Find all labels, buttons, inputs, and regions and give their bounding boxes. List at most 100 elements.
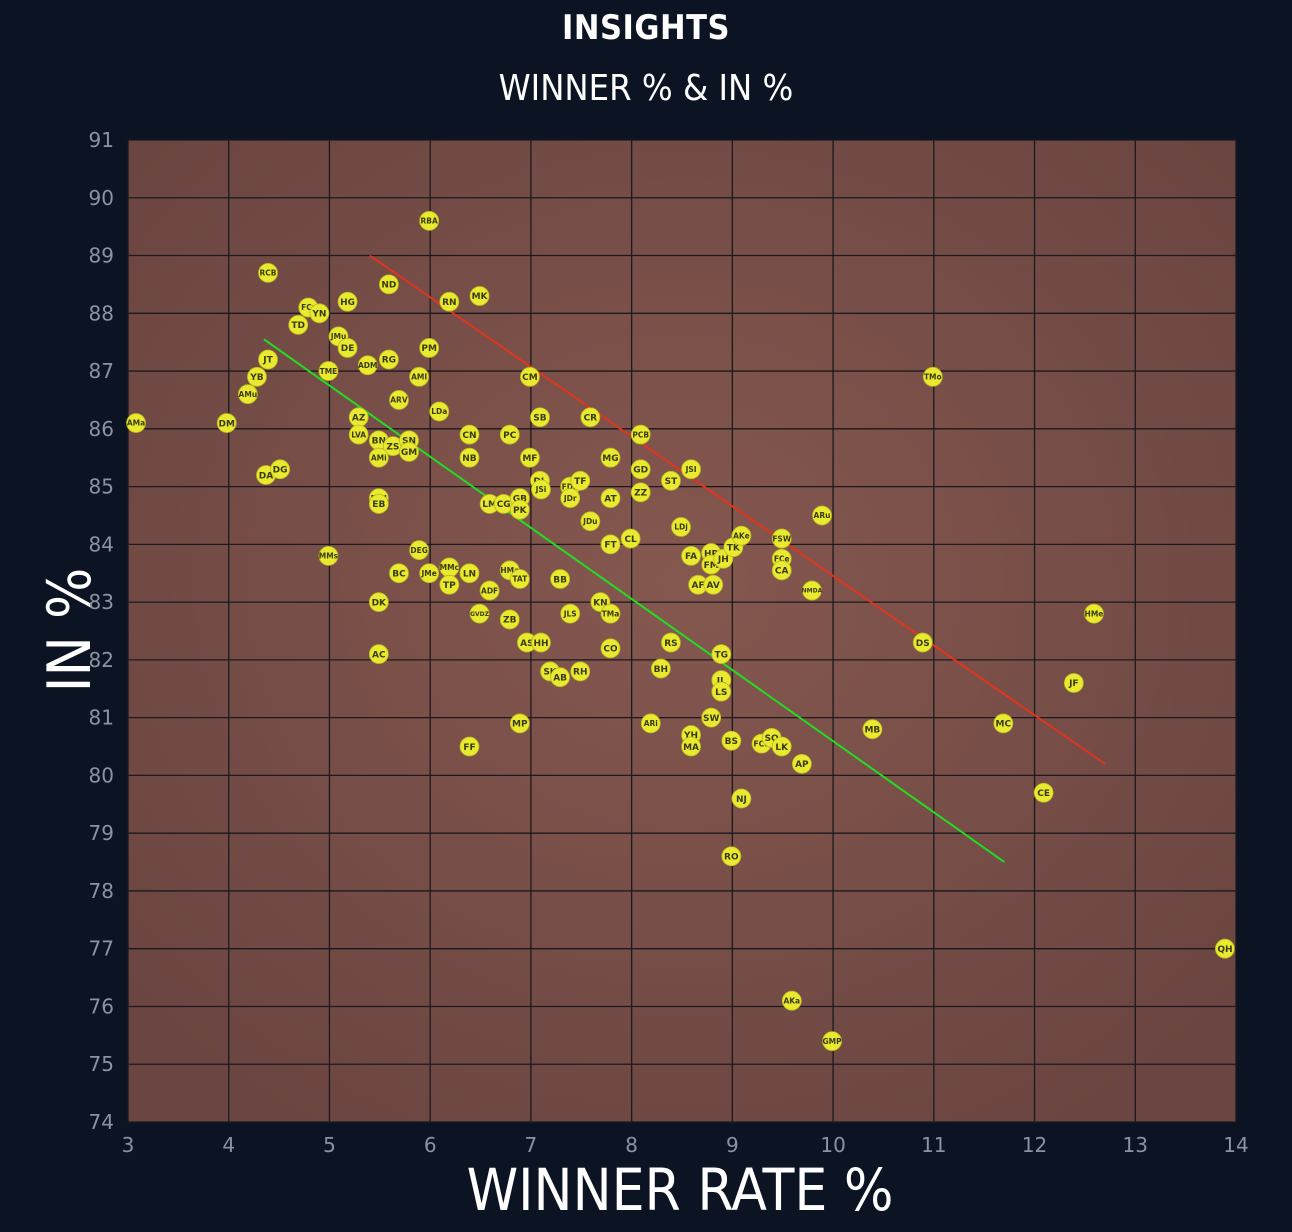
point-marker	[560, 603, 581, 624]
y-tick-label: 81	[89, 706, 114, 730]
point-label: ZZ	[634, 489, 648, 499]
point-marker	[459, 424, 480, 445]
point-marker	[309, 303, 330, 324]
data-point: AMI	[409, 366, 430, 387]
point-label: SW	[703, 714, 719, 724]
x-tick-label: 10	[820, 1133, 845, 1157]
point-marker	[429, 401, 450, 422]
point-label: ND	[381, 281, 396, 291]
data-point: TP	[439, 574, 460, 595]
point-label: CM	[522, 373, 538, 383]
y-tick-label: 79	[89, 821, 114, 845]
point-label: KN	[593, 598, 608, 608]
data-point: CR	[580, 407, 601, 428]
point-marker	[703, 574, 724, 595]
point-marker	[671, 517, 691, 537]
data-point: CN	[459, 424, 480, 445]
point-marker	[216, 413, 237, 433]
point-marker	[348, 424, 369, 445]
point-label: SB	[533, 414, 546, 424]
point-label: JLS	[563, 609, 577, 618]
point-label: MG	[602, 454, 618, 464]
point-marker	[630, 424, 651, 445]
point-marker	[237, 384, 258, 405]
point-label: HMe	[1085, 609, 1104, 618]
y-tick-label: 74	[89, 1110, 114, 1134]
point-marker	[419, 338, 440, 358]
y-tick-label: 87	[89, 359, 114, 383]
point-marker	[812, 505, 832, 526]
point-label: DEG	[410, 546, 428, 555]
point-marker	[580, 407, 601, 428]
point-label: RS	[664, 639, 677, 649]
point-label: RG	[382, 356, 396, 366]
data-point: MK	[469, 286, 490, 306]
y-tick-label: 76	[89, 994, 114, 1018]
point-label: MA	[683, 743, 699, 753]
data-point: CL	[620, 528, 641, 549]
point-label: MMc	[440, 563, 459, 572]
data-point: PC	[499, 424, 520, 445]
grid-lines	[127, 139, 1237, 1123]
data-point: ADM	[357, 355, 378, 376]
point-marker	[337, 338, 358, 358]
point-label: TD	[291, 321, 305, 331]
point-label: RCB	[260, 269, 277, 278]
point-label: JDu	[582, 517, 597, 526]
point-marker	[439, 291, 460, 312]
point-marker	[509, 569, 530, 589]
point-label: MK	[472, 292, 489, 302]
point-label: LS	[715, 688, 727, 698]
point-label: FCr	[301, 303, 316, 312]
point-marker	[993, 713, 1014, 734]
point-label: YB	[249, 373, 264, 383]
point-label: DM	[218, 419, 234, 429]
data-point: AP	[791, 753, 812, 774]
point-label: TP	[443, 581, 456, 591]
point-marker	[409, 540, 430, 561]
point-marker	[337, 291, 358, 312]
data-point: AT	[600, 488, 621, 509]
point-marker	[399, 442, 419, 462]
data-point: DM	[216, 413, 237, 433]
data-point: FA	[681, 546, 701, 566]
data-point: DE	[337, 338, 358, 358]
point-label: JT	[262, 356, 273, 366]
point-label: HH	[533, 639, 548, 649]
point-marker	[862, 719, 883, 740]
point-label: AV	[707, 581, 720, 591]
data-point: NB	[459, 447, 480, 468]
point-marker	[550, 569, 571, 589]
point-marker	[580, 511, 601, 532]
data-point: DS	[912, 632, 933, 653]
y-tick-label: 86	[89, 417, 114, 441]
point-label: BH	[654, 665, 668, 675]
point-label: AKe	[733, 531, 750, 540]
point-marker	[600, 488, 621, 509]
data-point: FF	[459, 736, 480, 757]
data-point: JMe	[419, 563, 440, 584]
point-marker	[731, 525, 752, 546]
data-point: PK	[509, 499, 530, 520]
point-marker	[640, 713, 661, 734]
point-label: JF	[1068, 679, 1079, 689]
point-label: CO	[603, 645, 618, 655]
point-marker	[368, 592, 389, 613]
point-label: NMDA	[802, 588, 823, 595]
x-tick-label: 12	[1022, 1133, 1047, 1157]
point-label: CL	[624, 535, 637, 545]
data-point: JSi	[531, 479, 551, 500]
point-label: ST	[665, 477, 678, 487]
point-label: PCB	[632, 430, 649, 439]
point-marker	[288, 314, 309, 335]
data-point: ZS	[383, 436, 403, 457]
data-point: JLS	[560, 603, 581, 624]
trend-lines	[263, 254, 1106, 863]
point-label: SO	[765, 734, 779, 744]
data-point: JT	[258, 349, 278, 370]
point-marker	[469, 603, 490, 624]
point-label: FM	[704, 561, 719, 571]
point-label: BC	[392, 569, 406, 579]
point-marker	[258, 262, 278, 283]
data-point: CA	[771, 560, 792, 581]
